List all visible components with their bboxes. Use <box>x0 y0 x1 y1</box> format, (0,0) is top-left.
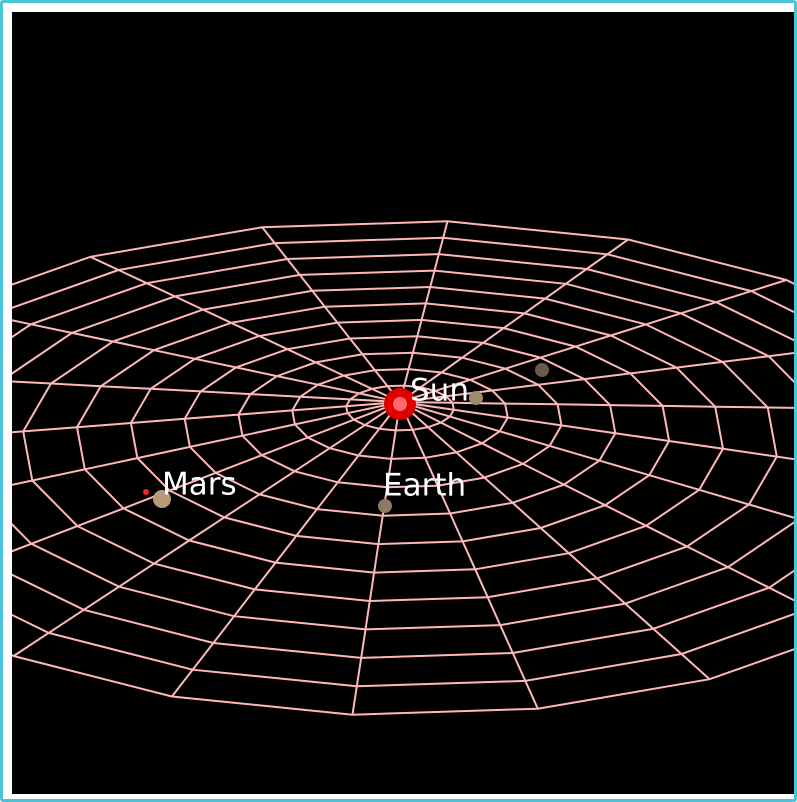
grid-spoke <box>399 401 794 519</box>
grid-spoke <box>89 255 401 403</box>
grid-spoke <box>351 401 401 715</box>
bodies <box>143 363 549 513</box>
grid-spoke <box>399 401 794 409</box>
grid-spoke <box>12 401 401 553</box>
grid-spoke <box>399 352 794 403</box>
earth[interactable] <box>378 499 392 513</box>
planet[interactable] <box>535 363 549 377</box>
grid-spoke <box>399 279 787 403</box>
grid-spoke <box>399 401 711 680</box>
body-label: Earth <box>383 468 466 504</box>
grid-spoke <box>171 401 401 698</box>
grid-spoke <box>399 401 794 602</box>
3d-viewport[interactable]: Sun Mars Earth <box>12 12 794 794</box>
mars-marker <box>143 489 149 495</box>
grid-spoke <box>399 401 794 461</box>
orbit-ring <box>12 220 794 716</box>
grid-spoke <box>12 319 401 403</box>
grid-spoke <box>399 401 539 710</box>
grid-spoke <box>399 221 449 403</box>
orbit-ring <box>12 236 794 688</box>
body-label: Mars <box>162 467 237 503</box>
sun-highlight <box>393 397 407 411</box>
planet[interactable] <box>469 391 483 405</box>
mars[interactable] <box>153 490 171 508</box>
orbit-ring <box>12 253 794 659</box>
body-label: Sun <box>410 373 469 409</box>
grid-spoke <box>261 226 401 403</box>
grid-spoke <box>13 401 401 657</box>
orbit-ring <box>12 269 794 631</box>
grid-spoke <box>12 380 401 403</box>
grid-spoke <box>12 401 401 486</box>
orbit-grid <box>12 220 794 716</box>
grid-spoke <box>12 401 401 434</box>
grid-spoke <box>399 238 629 403</box>
